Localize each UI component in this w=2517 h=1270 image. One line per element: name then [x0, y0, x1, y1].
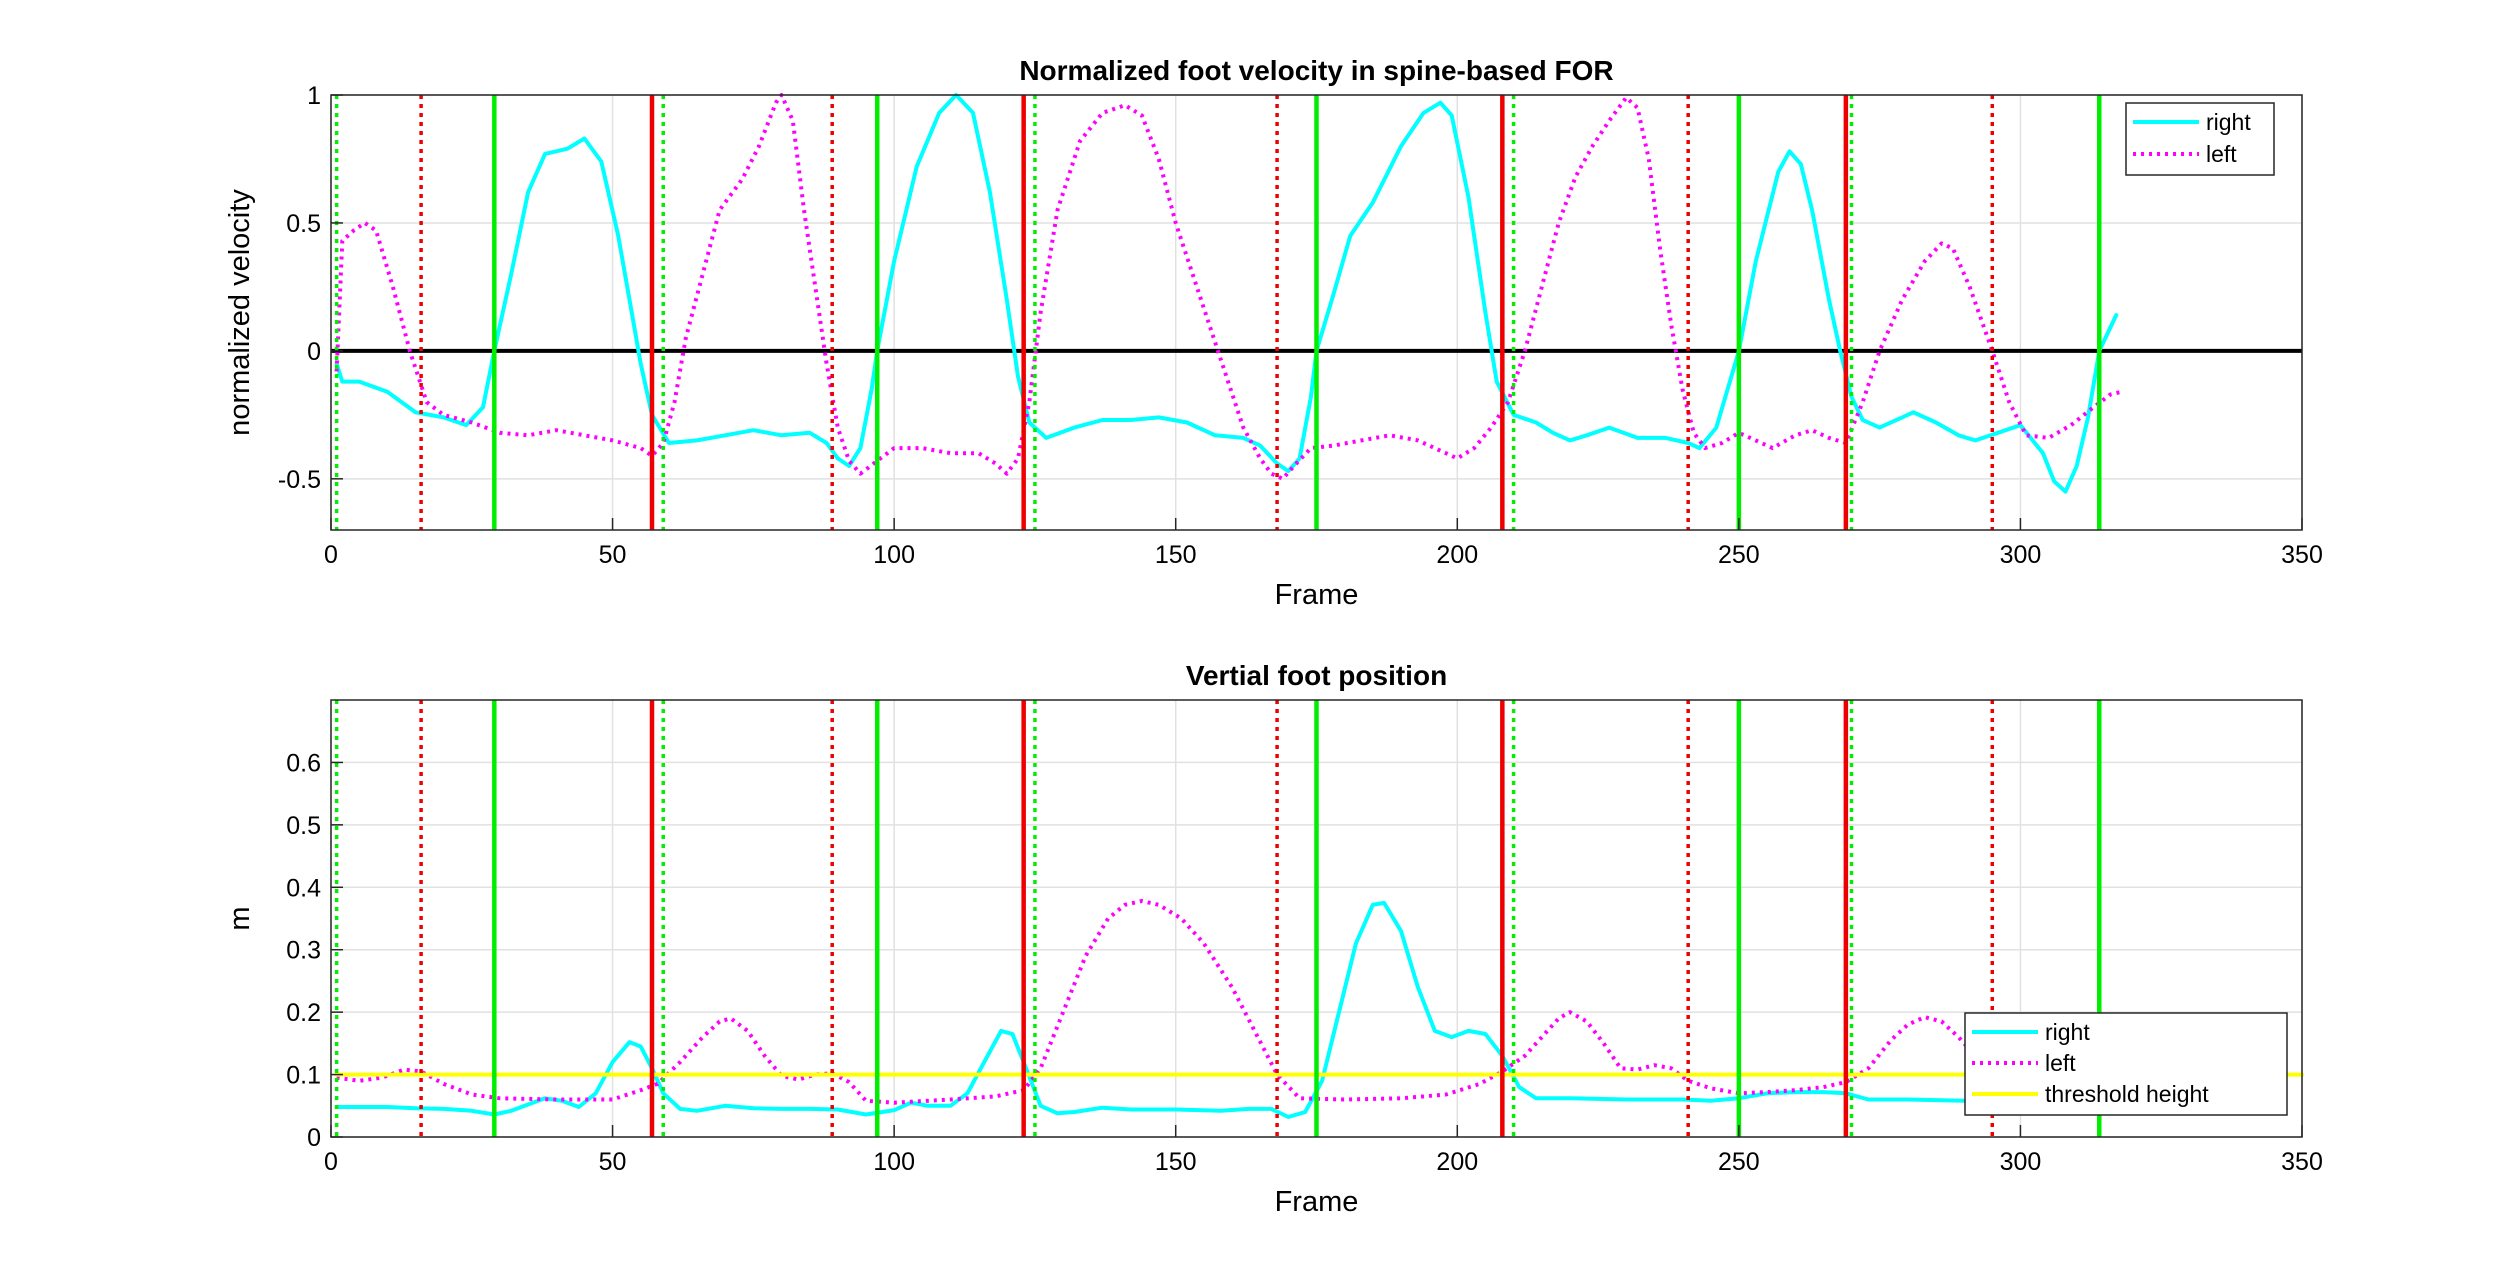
- position-y-axis-label: m: [224, 906, 256, 930]
- position-x-tick-label: 150: [1155, 1148, 1197, 1176]
- position-legend: right left threshold height: [1965, 1013, 2287, 1115]
- position-x-tick-label: 350: [2281, 1148, 2323, 1176]
- position-panel: 0 50 100 150 200 250 300 350 0 0.1 0.2 0.3 0.4 0.5 0.6…: [224, 660, 2323, 1218]
- position-x-tick-label: 250: [1718, 1148, 1760, 1176]
- velocity-y-tick-label: 1: [307, 82, 321, 110]
- velocity-legend-label-left: left: [2206, 141, 2237, 167]
- velocity-x-tick-label: 100: [873, 541, 915, 569]
- position-y-tick-label: 0.2: [286, 999, 321, 1027]
- velocity-y-axis-label: normalized velocity: [224, 189, 256, 436]
- velocity-legend: right left: [2126, 103, 2274, 175]
- position-y-tick-label: 0.1: [286, 1062, 321, 1090]
- velocity-x-tick-label: 250: [1718, 541, 1760, 569]
- velocity-x-tick-label: 350: [2281, 541, 2323, 569]
- velocity-x-tick-label: 300: [2000, 541, 2042, 569]
- position-y-tick-label: 0: [307, 1124, 321, 1152]
- velocity-legend-label-right: right: [2206, 109, 2251, 135]
- velocity-y-tick-label: 0: [307, 338, 321, 366]
- position-x-axis-label: Frame: [1275, 1186, 1359, 1218]
- position-legend-label-right: right: [2045, 1019, 2090, 1045]
- position-y-tick-label: 0.6: [286, 749, 321, 777]
- position-legend-label-left: left: [2045, 1050, 2076, 1076]
- velocity-legend-box: [2126, 103, 2274, 175]
- velocity-x-tick-label: 200: [1436, 541, 1478, 569]
- position-x-tick-label: 200: [1436, 1148, 1478, 1176]
- position-y-tick-label: 0.4: [286, 874, 321, 902]
- velocity-x-tick-label: 150: [1155, 541, 1197, 569]
- position-x-tick-label: 100: [873, 1148, 915, 1176]
- velocity-y-tick-label: -0.5: [278, 466, 321, 494]
- position-legend-label-threshold-height: threshold height: [2045, 1081, 2209, 1107]
- position-chart-title: Vertial foot position: [1186, 660, 1447, 691]
- velocity-x-axis-label: Frame: [1275, 579, 1359, 611]
- velocity-panel: 0 50 100 150 200 250 300 350 -0.5 0 0.5 1 Normalized…: [224, 55, 2323, 611]
- velocity-chart-title: Normalized foot velocity in spine-based …: [1019, 55, 1613, 86]
- velocity-x-tick-label: 50: [599, 541, 627, 569]
- position-y-tick-label: 0.5: [286, 812, 321, 840]
- velocity-y-tick-label: 0.5: [286, 210, 321, 238]
- position-x-tick-label: 50: [599, 1148, 627, 1176]
- position-x-tick-label: 300: [2000, 1148, 2042, 1176]
- position-x-tick-label: 0: [324, 1148, 338, 1176]
- position-y-tick-label: 0.3: [286, 937, 321, 965]
- velocity-x-tick-label: 0: [324, 541, 338, 569]
